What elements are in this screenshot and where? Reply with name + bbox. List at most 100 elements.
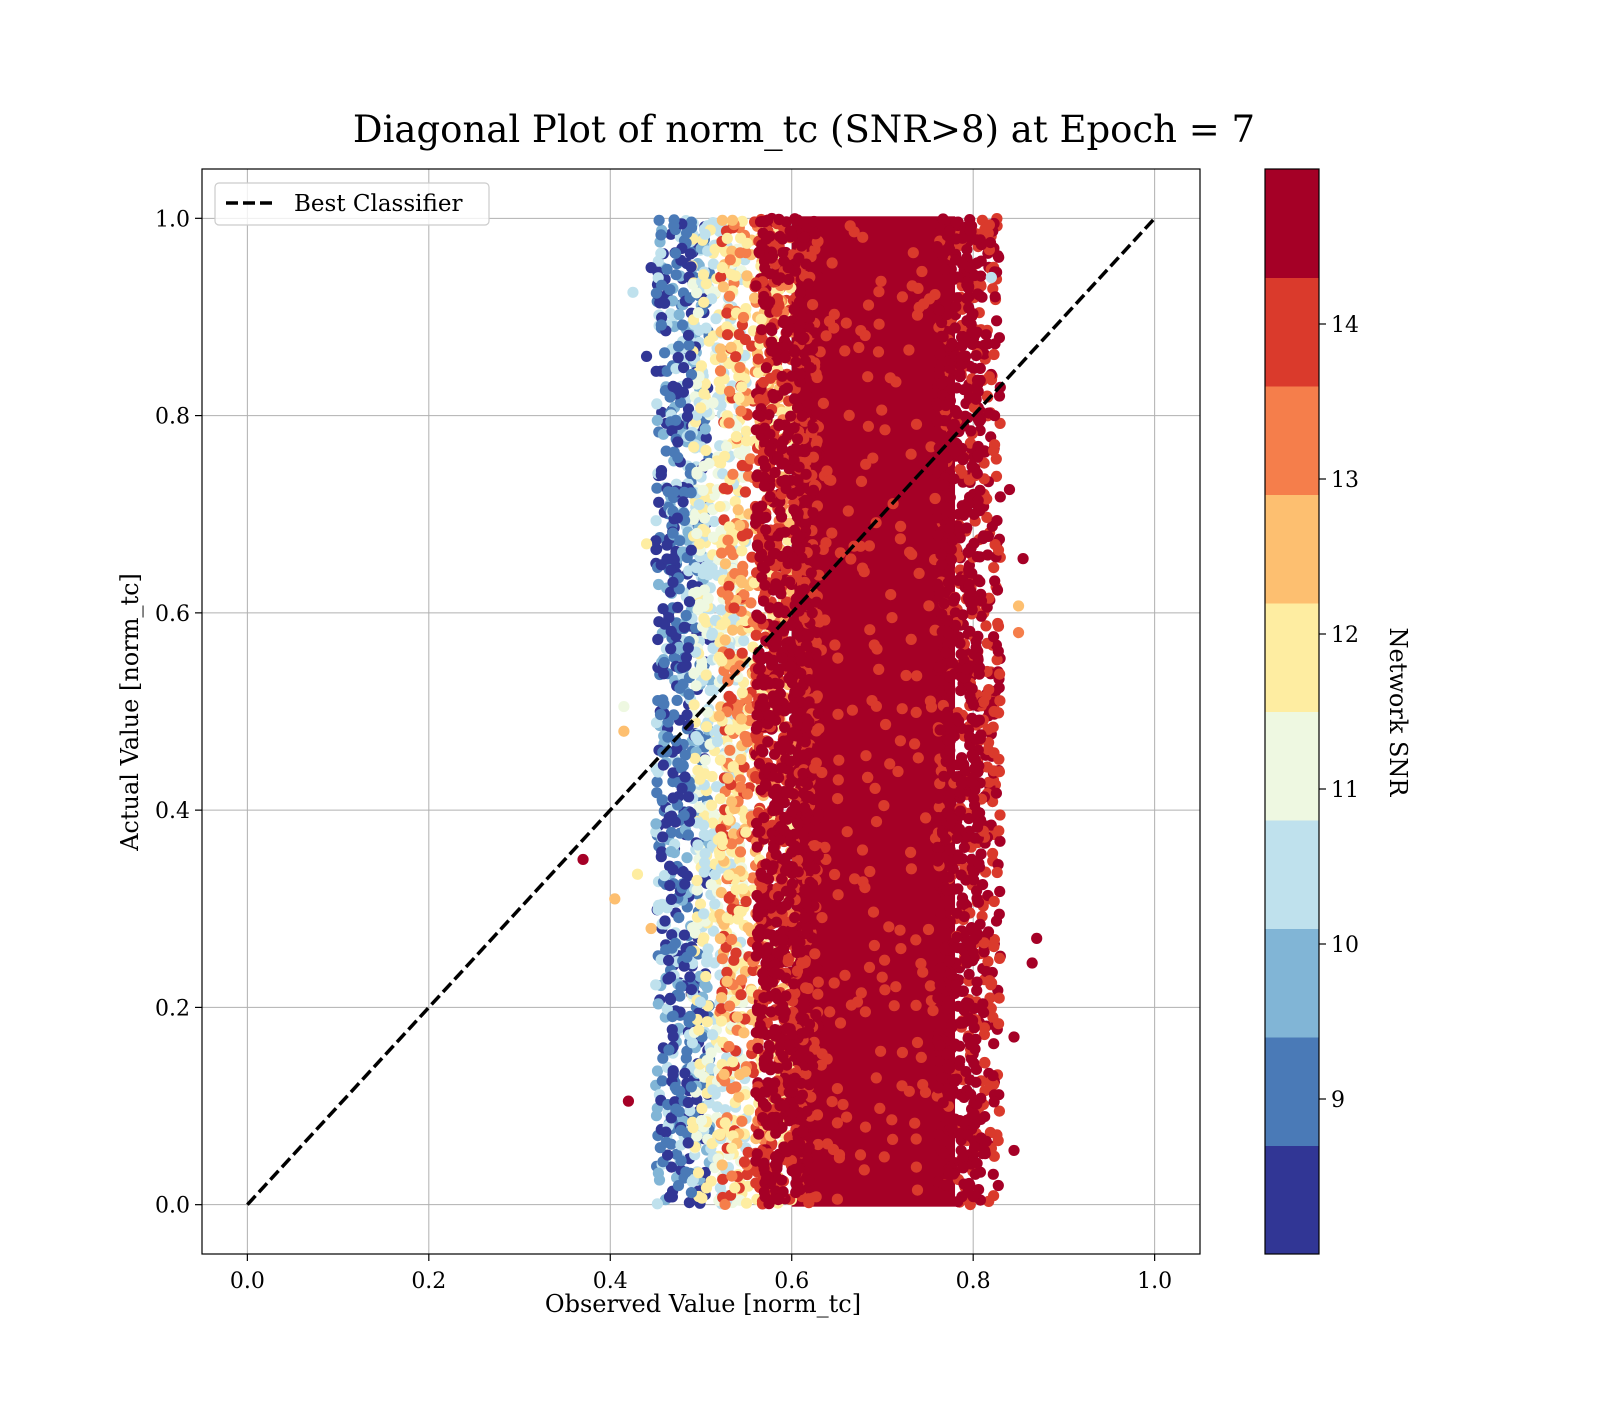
data-point <box>964 1074 975 1085</box>
data-point <box>813 809 824 820</box>
data-point <box>685 1011 696 1022</box>
data-point <box>915 958 926 969</box>
data-point <box>683 642 694 653</box>
data-point <box>805 1192 816 1203</box>
data-point <box>957 259 968 270</box>
data-point <box>967 683 978 694</box>
data-point <box>686 946 697 957</box>
data-point <box>906 549 917 560</box>
data-point <box>692 839 703 850</box>
data-point <box>952 292 963 303</box>
data-point <box>973 858 984 869</box>
data-point <box>712 1101 723 1112</box>
data-point <box>658 698 669 709</box>
data-point <box>776 873 787 884</box>
data-point <box>766 864 777 875</box>
data-point <box>794 646 805 657</box>
data-point <box>674 1106 685 1117</box>
data-point <box>729 1182 740 1193</box>
data-point <box>962 1129 973 1140</box>
data-point <box>759 481 770 492</box>
data-point <box>810 228 821 239</box>
data-point <box>664 880 675 891</box>
data-point <box>954 1041 965 1052</box>
data-point <box>992 618 1003 629</box>
data-point <box>750 1156 761 1167</box>
data-point <box>687 1122 698 1133</box>
data-point <box>765 322 776 333</box>
data-point <box>758 812 769 823</box>
data-point <box>825 475 836 486</box>
data-point <box>773 663 784 674</box>
data-point <box>833 774 844 785</box>
data-point <box>740 334 751 345</box>
data-point <box>963 547 974 558</box>
data-point <box>722 535 733 546</box>
data-point <box>955 806 966 817</box>
data-point <box>672 513 683 524</box>
data-point <box>992 585 1003 596</box>
data-point <box>792 844 803 855</box>
data-point <box>975 919 986 930</box>
data-point <box>963 564 974 575</box>
data-point <box>795 946 806 957</box>
data-point <box>782 1146 793 1157</box>
data-point <box>916 266 927 277</box>
data-point <box>957 454 968 465</box>
data-point <box>804 1142 815 1153</box>
data-point <box>770 1159 781 1170</box>
data-point <box>956 1017 967 1028</box>
data-point <box>809 948 820 959</box>
data-point <box>821 330 832 341</box>
data-point <box>920 1087 931 1098</box>
data-point <box>735 989 746 1000</box>
data-point <box>973 664 984 675</box>
data-point <box>681 852 692 863</box>
data-point <box>843 505 854 516</box>
data-point <box>800 736 811 747</box>
data-point <box>683 1097 694 1108</box>
data-point <box>680 1167 691 1178</box>
data-point <box>799 802 810 813</box>
data-point <box>979 1057 990 1068</box>
data-point <box>895 943 906 954</box>
data-point <box>790 357 801 368</box>
data-point <box>655 248 666 259</box>
data-point <box>700 971 711 982</box>
data-point <box>772 274 783 285</box>
data-point <box>674 1086 685 1097</box>
data-point <box>670 938 681 949</box>
data-point <box>695 899 706 910</box>
data-point <box>944 745 955 756</box>
data-point <box>857 844 868 855</box>
data-point <box>699 512 710 523</box>
data-point <box>989 338 1000 349</box>
data-point <box>813 723 824 734</box>
data-point <box>723 1041 734 1052</box>
data-point <box>659 915 670 926</box>
outlier-point <box>1027 957 1038 968</box>
data-point <box>653 1168 664 1179</box>
data-point <box>701 278 712 289</box>
data-point <box>933 793 944 804</box>
data-point <box>932 856 943 867</box>
data-point <box>666 626 677 637</box>
data-point <box>939 264 950 275</box>
data-point <box>841 318 852 329</box>
data-point <box>756 784 767 795</box>
data-point <box>961 315 972 326</box>
data-point <box>666 894 677 905</box>
data-point <box>702 1016 713 1027</box>
data-point <box>937 828 948 839</box>
data-point <box>652 776 663 787</box>
data-point <box>692 885 703 896</box>
data-point <box>755 868 766 879</box>
data-point <box>963 1033 974 1044</box>
data-point <box>800 495 811 506</box>
data-point <box>650 818 661 829</box>
data-point <box>764 1040 775 1051</box>
data-point <box>723 814 734 825</box>
data-point <box>971 350 982 361</box>
data-point <box>769 749 780 760</box>
data-point <box>923 600 934 611</box>
